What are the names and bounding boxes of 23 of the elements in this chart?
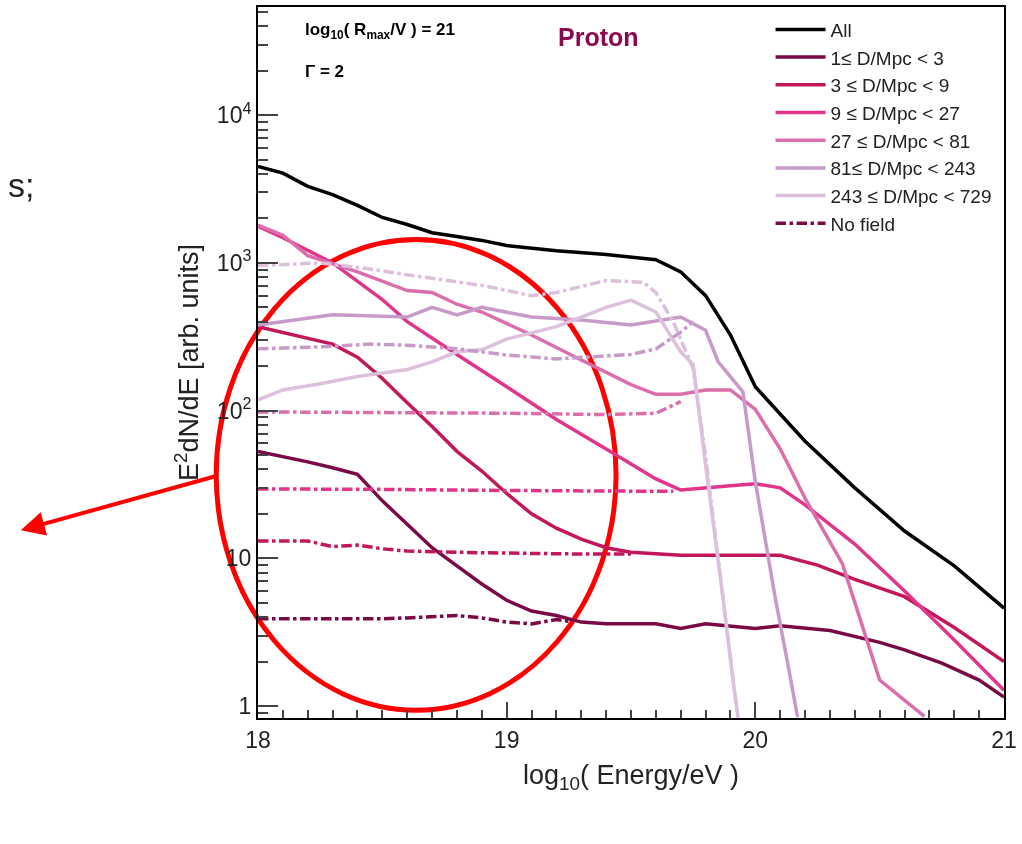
legend-label: 3 ≤ D/Mpc < 9 (830, 75, 950, 97)
legend-label: No field (830, 213, 895, 235)
annotation: Proton (558, 23, 639, 51)
legend-label: 9 ≤ D/Mpc < 27 (830, 102, 960, 124)
text: s; (8, 166, 35, 204)
x-tick-label: 20 (742, 726, 769, 753)
line-series (258, 324, 1004, 664)
legend-label: 243 ≤ D/Mpc < 729 (830, 186, 992, 208)
x-axis-title: log$_{10}$( Energy/eV ) (522, 760, 740, 795)
legend-label: All (830, 19, 852, 41)
x-tick-label: 21 (991, 726, 1017, 753)
y-tick-label: 10$^{3}$ (216, 246, 252, 276)
line-series (258, 449, 1004, 699)
y-tick-label: 10$^{4}$ (216, 98, 252, 129)
x-tick-label: 18 (245, 726, 271, 753)
annotation: Γ = 2 (305, 62, 345, 81)
legend-label: 1≤ D/Mpc < 3 (830, 47, 944, 69)
annotation: log$_{10}$( R$_{max}$/V ) = 21 (305, 20, 455, 42)
legend-label: 27 ≤ D/Mpc < 81 (830, 130, 971, 152)
y-tick-label: 1 (238, 693, 252, 720)
legend-label: 81≤ D/Mpc < 243 (830, 158, 976, 180)
line-series (258, 399, 683, 417)
x-tick-label: 19 (493, 726, 520, 753)
